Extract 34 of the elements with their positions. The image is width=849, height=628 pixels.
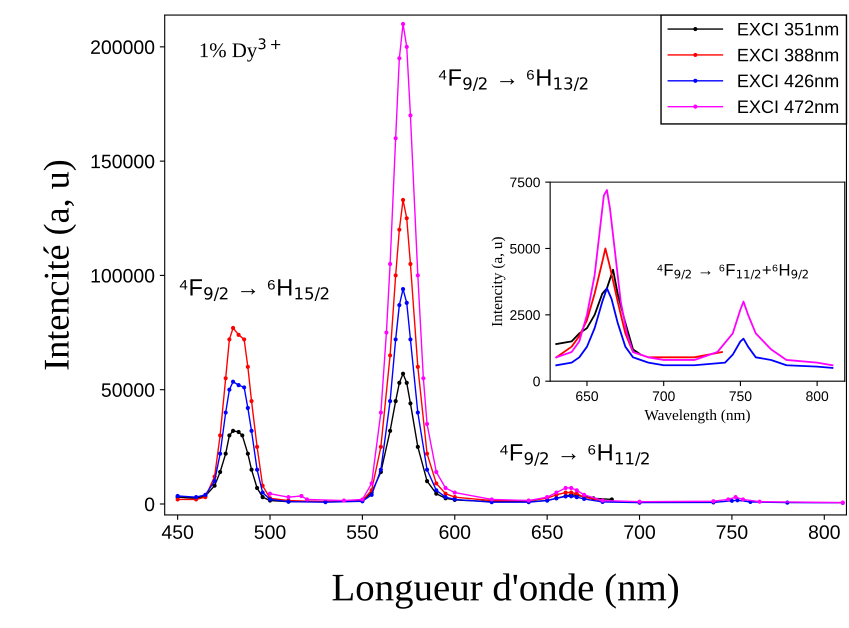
x-tick-label: 500 [254,525,286,539]
legend-label: EXCI 426nm [738,74,838,88]
legend-label: EXCI 472nm [738,100,838,114]
y-tick-label: 150000 [92,154,154,168]
x-tick-label: 750 [716,525,748,539]
x-tick-label: 450 [162,525,194,539]
x-tick-label: 700 [652,391,675,402]
x-axis-title: Wavelength (nm) [644,409,750,424]
legend-label: EXCI 388nm [738,48,838,62]
y-tick-label: 0 [144,497,154,512]
annotation: 1% Dy$^{3+}$ [200,38,280,62]
y-axis-title: Intencity (a, u) [491,237,506,326]
x-tick-label: 650 [576,391,598,402]
y-tick-label: 2500 [510,310,540,320]
annotation: ⁴F$_{9/2}$ → ⁶H$_{13/2}$ [438,69,588,91]
annotation: ⁴F$_{9/2}$ → ⁶H$_{11/2}$ [500,444,649,466]
x-tick-label: 750 [730,391,752,402]
x-tick-label: 550 [346,525,378,539]
annotation: ⁴F$_{9/2}$ → ⁶F$_{11/2}$+⁶H$_{9/2}$ [657,264,808,280]
x-tick-label: 800 [808,525,840,539]
y-axis-title: Intencité (a, u) [43,160,76,370]
y-tick-label: 200000 [91,40,154,54]
x-axis-title: Longueur d'onde (nm) [332,573,678,609]
annotation: ⁴F$_{9/2}$ → ⁶H$_{15/2}$ [180,279,328,301]
y-tick-label: 7500 [510,177,540,188]
legend-label: EXCI 351nm [738,22,838,36]
x-tick-label: 600 [440,525,470,539]
y-tick-label: 50000 [102,383,154,397]
y-tick-label: 0 [533,376,540,386]
x-tick-label: 800 [806,391,828,402]
x-tick-label: 700 [624,525,655,539]
x-tick-label: 650 [532,525,563,539]
y-tick-label: 5000 [510,244,540,254]
y-tick-label: 100000 [92,268,154,283]
